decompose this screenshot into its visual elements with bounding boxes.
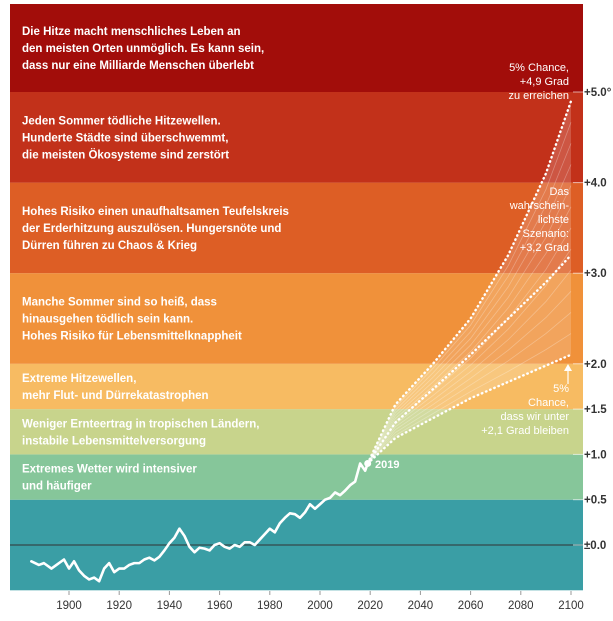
scenario-fan-line bbox=[367, 269, 572, 464]
temperature-series bbox=[30, 99, 573, 583]
annotation-line: Chance, bbox=[528, 397, 569, 409]
band-text-line: den meisten Orten unmöglich. Es kann sei… bbox=[22, 43, 264, 55]
band-7 bbox=[10, 4, 583, 92]
scenario-fan-line bbox=[367, 185, 572, 464]
band-text-line: mehr Flut- und Dürrekatastrophen bbox=[22, 390, 209, 402]
scenario-fan-line bbox=[367, 291, 572, 464]
annotation-line: lichste bbox=[538, 214, 569, 226]
annotation-line: zu erreichen bbox=[508, 90, 569, 102]
scenario-fan-line bbox=[367, 206, 572, 464]
annotation-line: Das bbox=[549, 186, 569, 198]
annotation-line: Szenario: bbox=[523, 228, 569, 240]
x-tick-label: 1980 bbox=[257, 600, 283, 612]
annotation-line: wahrschein- bbox=[509, 200, 570, 212]
point-2019 bbox=[364, 459, 372, 467]
x-tick-label: 1960 bbox=[207, 600, 233, 612]
scenario-fan-line bbox=[367, 312, 572, 464]
annotation-1: Das wahrschein-lichste Szenario: +3,2 Grad bbox=[509, 186, 570, 254]
band-text-line: Manche Sommer sind so heiß, dass bbox=[22, 297, 217, 309]
scenario-fan-area bbox=[367, 101, 571, 464]
band-text-line: Die Hitze macht menschliches Leben an bbox=[22, 26, 241, 38]
risk-bands bbox=[10, 4, 583, 591]
band-text-line: dass nur eine Milliarde Menschen überleb… bbox=[22, 60, 254, 72]
scenario-line-2 bbox=[366, 253, 573, 465]
band-text-line: die meisten Ökosysteme sind zerstört bbox=[22, 148, 229, 161]
band-text-4: Manche Sommer sind so heiß, dass hinausge… bbox=[22, 297, 242, 343]
observed-temperature-line bbox=[30, 462, 369, 583]
band-text-line: instabile Lebensmittelversorgung bbox=[22, 435, 206, 447]
annotation-line: +3,2 Grad bbox=[520, 242, 569, 254]
scenario-fan-line bbox=[367, 143, 572, 464]
scenario-fan-line bbox=[367, 333, 572, 464]
scenario-line-1 bbox=[366, 99, 573, 465]
y-tick-label: +3.0 bbox=[584, 268, 607, 280]
band-text-line: Hohes Risiko für Lebensmittelknappheit bbox=[22, 331, 242, 343]
band-text-6: Jeden Sommer tödliche Hitzewellen. Hunder… bbox=[22, 115, 229, 161]
band-text-line: Hohes Risiko einen unaufhaltsamen Teufel… bbox=[22, 206, 289, 218]
y-tick-label: +1.0 bbox=[584, 449, 607, 461]
scenario-annotations: 5% Chance, +4,9 Grad zu erreichen Das wahrsc… bbox=[375, 62, 572, 471]
band-text-5: Hohes Risiko einen unaufhaltsamen Teufel… bbox=[22, 206, 289, 252]
x-tick-label: 2000 bbox=[307, 600, 333, 612]
band-text-line: Jeden Sommer tödliche Hitzewellen. bbox=[22, 115, 221, 127]
band-3 bbox=[10, 363, 583, 410]
x-tick-label: 1920 bbox=[106, 600, 132, 612]
band-text-line: Hunderte Städte sind überschwemmt, bbox=[22, 132, 228, 144]
band-1 bbox=[10, 454, 583, 500]
band-6 bbox=[10, 92, 583, 183]
band-text-line: Extreme Hitzewellen, bbox=[22, 373, 136, 385]
y-tick-label: +1.5 bbox=[584, 404, 607, 416]
band-text-1: Extremes Wetter wird intensiver und häufi… bbox=[22, 464, 197, 493]
arrow-up-icon-head bbox=[564, 364, 572, 371]
x-tick-label: 2020 bbox=[357, 600, 383, 612]
x-tick-label: 2060 bbox=[458, 600, 484, 612]
annotation-line: 2019 bbox=[375, 459, 399, 471]
band-text-line: und häufiger bbox=[22, 481, 92, 493]
scenario-fan-line bbox=[367, 164, 572, 464]
band-text-line: Weniger Ernteertrag in tropischen Länder… bbox=[22, 418, 260, 430]
annotation-3: 2019 bbox=[375, 459, 399, 471]
band-text-2: Weniger Ernteertrag in tropischen Länder… bbox=[22, 418, 260, 447]
scenario-line-3 bbox=[366, 353, 573, 465]
band-5 bbox=[10, 182, 583, 274]
x-tick-label: 2040 bbox=[408, 600, 434, 612]
x-tick-label: 1900 bbox=[56, 600, 82, 612]
x-tick-label: 1940 bbox=[157, 600, 183, 612]
y-tick-label: +2.0 bbox=[584, 359, 607, 371]
scenario-fan-line bbox=[367, 248, 572, 464]
band-text-3: Extreme Hitzewellen, mehr Flut- und Dürre… bbox=[22, 373, 209, 402]
y-tick-label: ±0.0 bbox=[584, 540, 606, 552]
band-descriptions: Extremes Wetter wird intensiver und häufi… bbox=[22, 26, 289, 493]
y-axis-ticks: ±0.0 +0.5 +1.0 +1.5 +2.0 +3.0 +4.0 +5.0° bbox=[573, 87, 612, 552]
annotation-0: 5% Chance, +4,9 Grad zu erreichen bbox=[508, 62, 569, 102]
annotation-line: 5% bbox=[553, 383, 569, 395]
band-text-line: der Erderhitzung auszulösen. Hungersnöte… bbox=[22, 223, 281, 235]
y-tick-label: +5.0° bbox=[584, 87, 612, 99]
scenario-fan-line bbox=[367, 122, 572, 464]
annotation-line: +4,9 Grad bbox=[520, 76, 569, 88]
band-2 bbox=[10, 409, 583, 455]
annotation-line: dass wir unter bbox=[501, 411, 570, 423]
y-tick-label: +0.5 bbox=[584, 495, 607, 507]
annotation-line: +2,1 Grad bleiben bbox=[481, 425, 569, 437]
annotation-line: 5% Chance, bbox=[509, 62, 569, 74]
band-text-line: Extremes Wetter wird intensiver bbox=[22, 464, 197, 476]
y-tick-label: +4.0 bbox=[584, 178, 607, 190]
band-text-line: hinausgehen tödlich sein kann. bbox=[22, 314, 193, 326]
x-tick-label: 2100 bbox=[558, 600, 584, 612]
x-axis-ticks: 1900 1920 1940 1960 1980 2000 2020 2040 2060 2080… bbox=[56, 591, 584, 612]
scenario-fan bbox=[367, 101, 572, 464]
band-text-7: Die Hitze macht menschliches Leben an den… bbox=[22, 26, 264, 72]
band-4 bbox=[10, 273, 583, 364]
band-text-line: Dürren führen zu Chaos & Krieg bbox=[22, 240, 197, 252]
x-tick-label: 2080 bbox=[508, 600, 534, 612]
annotation-2: 5% Chance, dass wir unter +2,1 Grad bleiben bbox=[481, 383, 569, 437]
